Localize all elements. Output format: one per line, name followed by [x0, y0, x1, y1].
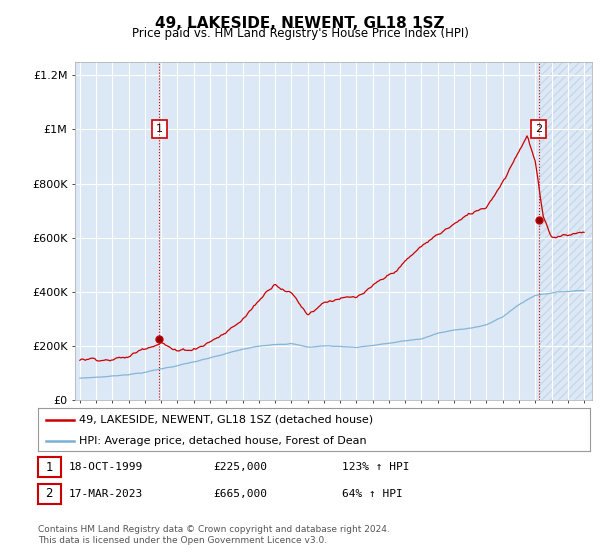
Bar — [539, 62, 592, 400]
Text: £225,000: £225,000 — [213, 462, 267, 472]
Bar — [539, 62, 592, 400]
Text: £665,000: £665,000 — [213, 489, 267, 499]
Text: 2: 2 — [46, 487, 53, 501]
Text: 17-MAR-2023: 17-MAR-2023 — [69, 489, 143, 499]
Text: Contains HM Land Registry data © Crown copyright and database right 2024.
This d: Contains HM Land Registry data © Crown c… — [38, 525, 389, 545]
Text: Price paid vs. HM Land Registry's House Price Index (HPI): Price paid vs. HM Land Registry's House … — [131, 27, 469, 40]
Text: 18-OCT-1999: 18-OCT-1999 — [69, 462, 143, 472]
Text: 1: 1 — [156, 124, 163, 134]
Text: 1: 1 — [46, 460, 53, 474]
Text: 49, LAKESIDE, NEWENT, GL18 1SZ: 49, LAKESIDE, NEWENT, GL18 1SZ — [155, 16, 445, 31]
Text: HPI: Average price, detached house, Forest of Dean: HPI: Average price, detached house, Fore… — [79, 436, 367, 446]
Text: 49, LAKESIDE, NEWENT, GL18 1SZ (detached house): 49, LAKESIDE, NEWENT, GL18 1SZ (detached… — [79, 415, 373, 424]
Text: 64% ↑ HPI: 64% ↑ HPI — [342, 489, 403, 499]
Text: 123% ↑ HPI: 123% ↑ HPI — [342, 462, 409, 472]
Text: 2: 2 — [535, 124, 542, 134]
